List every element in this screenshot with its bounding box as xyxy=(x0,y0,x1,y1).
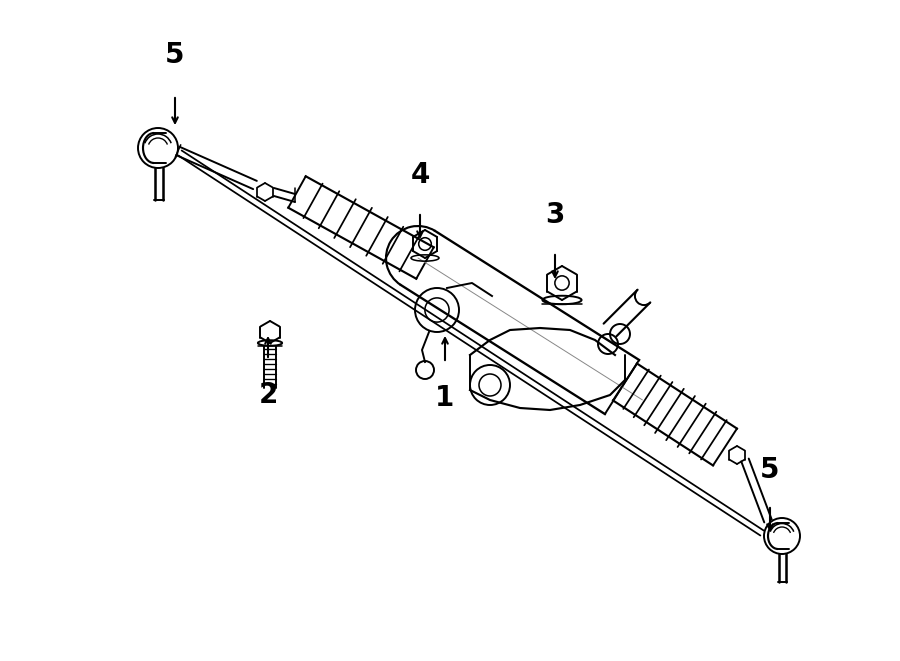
Text: 1: 1 xyxy=(436,384,454,412)
Text: 4: 4 xyxy=(410,161,429,189)
Text: 5: 5 xyxy=(166,41,184,69)
Text: 2: 2 xyxy=(258,381,278,409)
Text: 3: 3 xyxy=(545,201,564,229)
Text: 5: 5 xyxy=(760,456,779,484)
